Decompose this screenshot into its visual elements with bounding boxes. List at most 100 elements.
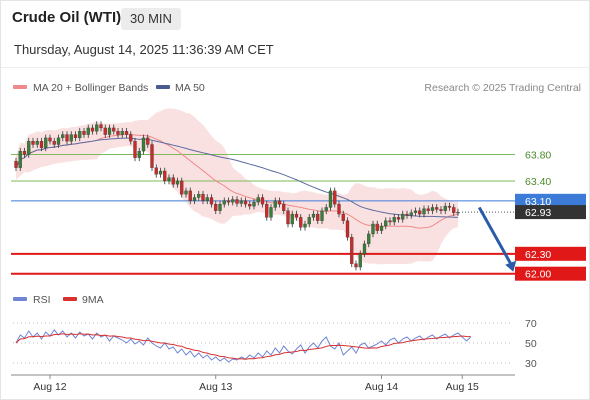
candle-body-53 bbox=[239, 200, 243, 204]
level-tag-2 bbox=[515, 193, 586, 208]
timeframe-badge[interactable]: 30 MIN bbox=[121, 8, 181, 30]
x-tick-label-0: Aug 12 bbox=[33, 381, 66, 393]
candle-body-31 bbox=[146, 137, 150, 145]
level-tag-3 bbox=[515, 246, 586, 261]
rsi-line bbox=[15, 329, 472, 363]
candle-body-64 bbox=[286, 210, 290, 225]
candle-body-62 bbox=[277, 200, 282, 205]
candle-body-77 bbox=[341, 213, 345, 221]
level-label-3: 62.30 bbox=[525, 249, 551, 261]
candle-body-12 bbox=[65, 134, 69, 142]
candle-body-68 bbox=[303, 223, 307, 228]
candle-body-70 bbox=[311, 213, 316, 218]
candle-body-52 bbox=[235, 199, 239, 204]
candle-body-97 bbox=[426, 208, 430, 211]
level-label-2: 63.10 bbox=[525, 196, 551, 208]
candle-body-83 bbox=[367, 233, 371, 245]
candle-body-44 bbox=[201, 194, 205, 201]
candle-body-74 bbox=[328, 190, 333, 208]
candle-body-19 bbox=[95, 124, 99, 132]
ma20-legend-label: MA 20 + Bollinger Bands bbox=[33, 82, 148, 94]
candle-body-66 bbox=[294, 213, 299, 218]
x-tick-label-2: Aug 14 bbox=[365, 381, 398, 393]
legend: MA 20 + Bollinger Bands MA 50 Research ©… bbox=[13, 82, 581, 306]
candle-body-17 bbox=[86, 127, 90, 135]
credit-text: Research © 2025 Trading Central bbox=[424, 82, 581, 94]
candle-body-32 bbox=[150, 144, 154, 168]
candle-body-20 bbox=[99, 124, 103, 129]
bollinger-band-fill bbox=[16, 108, 458, 265]
candle-body-23 bbox=[112, 127, 116, 132]
candle-body-6 bbox=[39, 141, 44, 148]
candle-body-48 bbox=[218, 203, 222, 211]
candle-body-54 bbox=[243, 200, 248, 205]
candle-body-27 bbox=[129, 134, 133, 142]
candle-body-8 bbox=[48, 137, 52, 142]
candle-body-102 bbox=[447, 205, 452, 208]
ma50-legend-label: MA 50 bbox=[175, 82, 205, 94]
candle-body-14 bbox=[73, 134, 78, 139]
candle-body-22 bbox=[107, 127, 112, 135]
candle-body-46 bbox=[209, 197, 214, 205]
candle-body-65 bbox=[290, 213, 294, 225]
forecast-arrow-head bbox=[505, 260, 517, 272]
candle-body-78 bbox=[345, 220, 350, 238]
candle-body-3 bbox=[27, 141, 31, 155]
candle-body-38 bbox=[175, 180, 180, 185]
candle-body-2 bbox=[22, 150, 27, 155]
candle-body-86 bbox=[379, 225, 384, 231]
rsi-legend-label: RSI bbox=[33, 294, 51, 306]
candle-body-80 bbox=[354, 263, 358, 268]
rsi-tick-1: 50 bbox=[525, 338, 537, 350]
candle-body-33 bbox=[154, 167, 158, 175]
candle-body-37 bbox=[171, 177, 175, 185]
candle-body-99 bbox=[435, 207, 439, 210]
last-price-tag bbox=[515, 205, 586, 220]
candle-body-71 bbox=[316, 213, 320, 221]
candle-body-92 bbox=[405, 213, 409, 216]
level-label-4: 62.00 bbox=[525, 269, 551, 281]
candle-body-25 bbox=[120, 131, 124, 135]
ma50-legend-swatch bbox=[156, 85, 170, 89]
candle-body-104 bbox=[456, 211, 460, 214]
candle-body-10 bbox=[56, 137, 61, 145]
rsi-tick-2: 30 bbox=[525, 358, 537, 370]
candle-body-75 bbox=[333, 190, 337, 205]
candle-body-16 bbox=[82, 131, 86, 135]
level-tag-4 bbox=[515, 266, 586, 281]
candle-body-39 bbox=[180, 180, 184, 195]
candle-body-67 bbox=[299, 217, 303, 228]
last-price-label: 62.93 bbox=[525, 207, 551, 219]
ma50-line bbox=[15, 137, 459, 218]
time-axis: Aug 12 Aug 13 Aug 14 Aug 15 bbox=[11, 374, 515, 393]
candle-body-4 bbox=[31, 141, 35, 145]
candle-body-24 bbox=[116, 131, 120, 135]
candle-body-5 bbox=[35, 141, 39, 145]
x-tick-label-1: Aug 13 bbox=[199, 381, 232, 393]
header-divider bbox=[1, 67, 589, 68]
candle-body-98 bbox=[430, 207, 435, 211]
candle-body-76 bbox=[337, 203, 341, 215]
candle-body-30 bbox=[141, 137, 146, 152]
candle-body-35 bbox=[163, 170, 167, 182]
bollinger-bands bbox=[16, 108, 458, 265]
candle-body-28 bbox=[133, 141, 137, 158]
candle-body-56 bbox=[252, 201, 256, 207]
candle-body-29 bbox=[137, 150, 141, 158]
candle-body-41 bbox=[188, 190, 192, 201]
forecast-arrow-shaft bbox=[477, 206, 513, 266]
moving-averages bbox=[15, 133, 459, 229]
candle-body-49 bbox=[222, 200, 226, 205]
candle-body-94 bbox=[413, 210, 418, 213]
candle-body-1 bbox=[18, 150, 22, 168]
candle-body-26 bbox=[124, 131, 129, 135]
candle-body-36 bbox=[167, 177, 171, 182]
candle-body-63 bbox=[282, 203, 286, 211]
candle-body-55 bbox=[248, 203, 252, 207]
candle-body-73 bbox=[324, 207, 328, 211]
candle-body-43 bbox=[197, 194, 201, 198]
candle-body-87 bbox=[384, 220, 388, 227]
candle-body-7 bbox=[44, 137, 48, 148]
candle-body-58 bbox=[260, 197, 265, 205]
